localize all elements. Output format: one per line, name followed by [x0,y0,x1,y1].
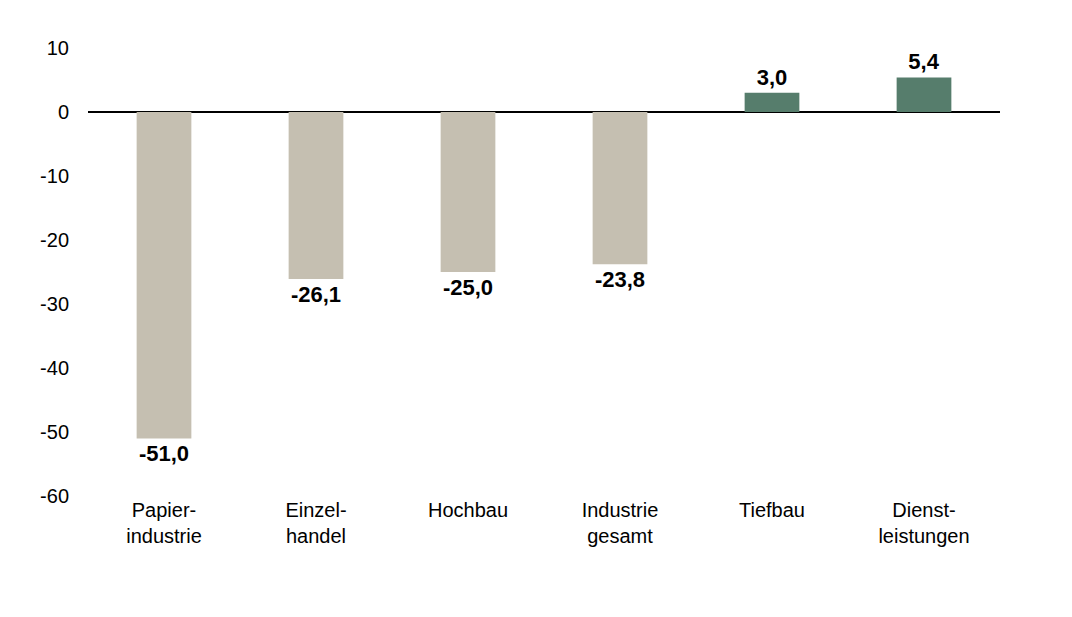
svg-text:-50: -50 [40,421,69,443]
svg-text:5,4: 5,4 [908,49,939,74]
svg-text:-40: -40 [40,357,69,379]
svg-text:Hochbau: Hochbau [428,499,508,521]
svg-text:-30: -30 [40,293,69,315]
svg-text:3,0: 3,0 [757,65,788,90]
svg-text:-10: -10 [40,165,69,187]
svg-text:-25,0: -25,0 [443,275,493,300]
svg-text:Tiefbau: Tiefbau [739,499,805,521]
svg-text:-26,1: -26,1 [291,282,341,307]
svg-text:0: 0 [58,101,69,123]
svg-text:Einzel-handel: Einzel-handel [285,499,346,547]
svg-text:-51,0: -51,0 [139,441,189,466]
svg-text:Industriegesamt: Industriegesamt [582,499,659,547]
svg-text:10: 10 [47,37,69,59]
svg-text:-20: -20 [40,229,69,251]
svg-text:Dienst-leistungen: Dienst-leistungen [878,499,969,547]
svg-text:-60: -60 [40,485,69,507]
svg-text:-23,8: -23,8 [595,267,645,292]
svg-text:Papier-industrie: Papier-industrie [126,499,202,547]
